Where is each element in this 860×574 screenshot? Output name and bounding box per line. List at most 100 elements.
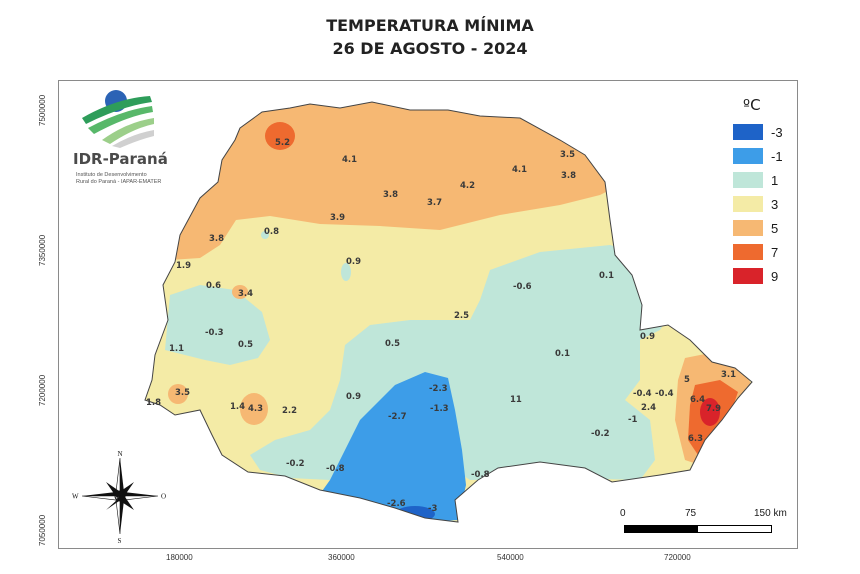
legend-label: -1 (771, 148, 783, 164)
station-value: -0.6 (513, 282, 532, 292)
station-value: 3.8 (561, 171, 576, 181)
station-value: 0.9 (640, 332, 655, 342)
station-value: 1.4 (230, 402, 245, 412)
legend-swatch (733, 244, 763, 260)
legend-swatch (733, 268, 763, 284)
station-value: -0.8 (326, 464, 345, 474)
legend-label: -3 (771, 124, 783, 140)
x-tick-label: 540000 (497, 553, 524, 562)
station-value: 4.3 (248, 404, 263, 414)
station-value: 1.8 (146, 398, 161, 408)
legend-swatch (733, 172, 763, 188)
legend-item: -1 (733, 144, 783, 168)
station-value: 2.5 (454, 311, 469, 321)
x-tick-label: 360000 (328, 553, 355, 562)
legend-label: 7 (771, 244, 779, 260)
station-value: 0.6 (206, 281, 221, 291)
legend-title: ºC (743, 96, 761, 114)
station-value: 4.1 (342, 155, 357, 165)
legend-label: 1 (771, 172, 779, 188)
station-value: 0.5 (385, 339, 400, 349)
station-value: -2.6 (387, 499, 406, 509)
station-value: 2.2 (282, 406, 297, 416)
scale-label-mid: 75 (685, 508, 697, 519)
station-value: -0.4 (633, 389, 652, 399)
scale-bar-black-segment (625, 526, 698, 532)
logo-subtitle: Rural do Paraná - IAPAR-EMATER (76, 179, 162, 185)
station-value: 3.5 (175, 388, 190, 398)
station-value: 0.1 (599, 271, 614, 281)
x-tick-label: 720000 (664, 553, 691, 562)
station-value: 11 (510, 395, 522, 405)
compass-north: N (118, 450, 123, 458)
legend-swatch (733, 220, 763, 236)
legend-item: 5 (733, 216, 783, 240)
station-value: -0.8 (471, 470, 490, 480)
zone-5-spot (168, 384, 188, 404)
logo-name: IDR-Paraná (73, 150, 168, 168)
station-value: -2.7 (388, 412, 407, 422)
station-value: 0.1 (555, 349, 570, 359)
station-value: 5 (684, 375, 690, 385)
station-value: 1.1 (169, 344, 184, 354)
legend-swatch (733, 196, 763, 212)
station-value: 6.3 (688, 434, 703, 444)
station-value: 6.4 (690, 395, 705, 405)
zone-5-spot (232, 285, 248, 299)
zone-1-west (165, 285, 270, 365)
station-value: -0.3 (205, 328, 224, 338)
scale-label-end: 150 km (754, 508, 787, 519)
station-value: -0.4 (655, 389, 674, 399)
logo-subtitle: Instituto de Desenvolvimento (76, 172, 147, 178)
station-value: 7.9 (706, 404, 721, 414)
station-value: 3.9 (330, 213, 345, 223)
station-value: 3.4 (238, 289, 253, 299)
legend-label: 3 (771, 196, 779, 212)
station-value: 4.1 (512, 165, 527, 175)
station-value: -3 (428, 504, 438, 514)
legend-item: 9 (733, 264, 783, 288)
legend-item: -3 (733, 120, 783, 144)
zone-5-spot (240, 393, 268, 425)
station-value: -0.2 (591, 429, 610, 439)
station-value: 3.1 (721, 370, 736, 380)
station-value: 0.8 (264, 227, 279, 237)
legend-swatch (733, 124, 763, 140)
zone-1-spot (341, 263, 351, 281)
zone-1-east (250, 245, 680, 480)
station-value: 3.7 (427, 198, 442, 208)
station-value: -0.2 (286, 459, 305, 469)
station-value: 2.4 (641, 403, 656, 413)
legend: ºC -3 -1 1 3 5 7 9 (733, 96, 783, 288)
legend-label: 9 (771, 268, 779, 284)
station-value: 3.5 (560, 150, 575, 160)
station-value: 0.5 (238, 340, 253, 350)
station-value: 4.2 (460, 181, 475, 191)
zone-minus1-south (320, 372, 466, 522)
legend-item: 7 (733, 240, 783, 264)
zone-7-northwest (265, 122, 295, 150)
station-value: -1 (628, 415, 638, 425)
legend-item: 1 (733, 168, 783, 192)
zone-1-spot (261, 231, 269, 239)
idr-parana-logo (82, 90, 154, 148)
station-value: -2.3 (429, 384, 448, 394)
legend-item: 3 (733, 192, 783, 216)
compass-rose-icon: N S W O (72, 450, 166, 545)
map-title-line1: TEMPERATURA MÍNIMA (326, 16, 534, 35)
station-value: 0.9 (346, 257, 361, 267)
station-value: -1.3 (430, 404, 449, 414)
scale-label-0: 0 (620, 508, 626, 519)
zone-9-coast (700, 398, 720, 426)
scale-bar-frame (624, 525, 772, 533)
station-value: 1.9 (176, 261, 191, 271)
station-value: 3.8 (383, 190, 398, 200)
map-frame (58, 80, 798, 549)
legend-swatch (733, 148, 763, 164)
station-value: 0.9 (346, 392, 361, 402)
compass-west: W (72, 493, 79, 501)
compass-south: S (118, 537, 122, 545)
map-title-line2: 26 DE AGOSTO - 2024 (332, 39, 528, 58)
station-value: 3.8 (209, 234, 224, 244)
